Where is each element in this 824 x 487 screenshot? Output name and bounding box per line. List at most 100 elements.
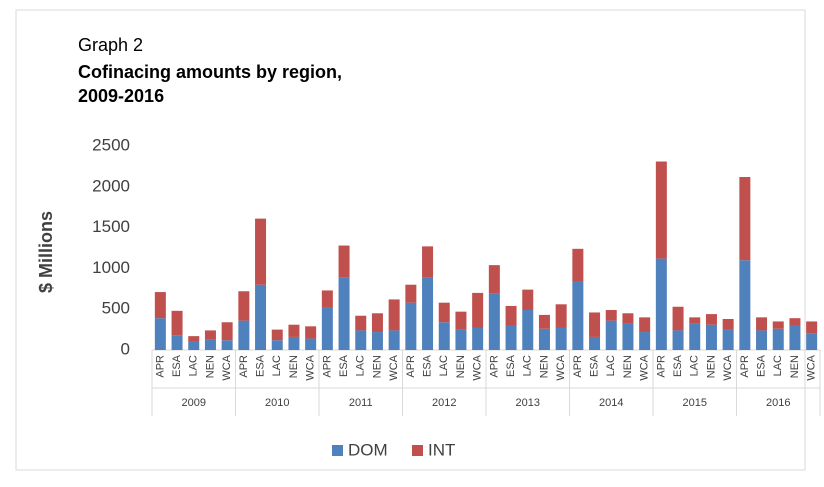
bar-segment [739, 260, 751, 350]
bar-segment [255, 284, 267, 350]
x-tick-label: ESA [755, 354, 767, 377]
x-tick-label: NEN [538, 355, 550, 378]
group-label: 2012 [432, 397, 456, 409]
y-tick-label: 0 [121, 339, 130, 358]
bar-segment [455, 329, 467, 350]
x-tick-label: NEN [705, 355, 717, 378]
bar-segment [188, 341, 200, 350]
group-label: 2013 [516, 397, 540, 409]
bar-segment [388, 330, 400, 350]
bar-segment [589, 312, 601, 337]
bar-segment [338, 245, 350, 278]
x-tick-label: APR [238, 355, 250, 378]
bar-segment [455, 311, 467, 330]
bar-segment [288, 324, 300, 337]
x-tick-label: APR [655, 355, 667, 378]
x-tick-label: LAC [355, 355, 367, 376]
bar-segment [538, 328, 550, 350]
bar-segment [789, 325, 801, 350]
x-tick-label: NEN [455, 355, 467, 378]
group-label: 2015 [683, 397, 707, 409]
x-tick-label: WCA [722, 354, 734, 380]
bar-segment [722, 329, 734, 350]
bar-segment [756, 330, 768, 350]
bar-segment [505, 305, 517, 326]
x-tick-label: APR [154, 355, 166, 378]
bar-segment [371, 332, 383, 350]
x-tick-label: LAC [605, 355, 617, 376]
x-tick-label: LAC [271, 355, 283, 376]
bar-segment [221, 322, 233, 341]
group-label: 2014 [599, 397, 623, 409]
x-tick-label: APR [488, 355, 500, 378]
group-label: 2016 [766, 397, 790, 409]
bar-segment [321, 307, 333, 350]
bar-segment [405, 284, 417, 303]
bar-segment [639, 332, 651, 350]
bar-segment [522, 310, 534, 350]
bar-segment [705, 324, 717, 350]
bar-segment [655, 258, 667, 350]
chart-title: Cofinacing amounts by region, [78, 62, 342, 82]
bar-segment [772, 328, 784, 350]
x-tick-label: ESA [505, 354, 517, 377]
bar-segment [255, 218, 267, 285]
x-tick-label: APR [572, 355, 584, 378]
group-label: 2011 [349, 397, 373, 409]
bar-segment [555, 327, 567, 350]
bar-segment [305, 326, 317, 339]
bar-segment [705, 314, 717, 325]
bar-segment [555, 304, 567, 328]
bar-segment [739, 177, 751, 261]
bar-segment [689, 317, 701, 324]
bar-segment [672, 306, 684, 331]
y-tick-label: 1000 [92, 258, 130, 277]
bar-segment [271, 340, 283, 350]
bar-segment [371, 313, 383, 333]
x-tick-label: WCA [388, 354, 400, 380]
x-tick-label: WCA [472, 354, 484, 380]
bar-segment [789, 318, 801, 326]
x-tick-label: ESA [254, 354, 266, 377]
bar-segment [655, 161, 667, 259]
x-tick-label: APR [405, 355, 417, 378]
bar-segment [321, 290, 333, 308]
bar-segment [388, 299, 400, 331]
bar-segment [271, 329, 283, 341]
bar-segment [488, 293, 500, 350]
bar-segment [288, 336, 300, 350]
bar-segment [589, 336, 601, 350]
x-tick-label: LAC [689, 355, 701, 376]
bar-segment [639, 317, 651, 333]
x-tick-label: LAC [438, 355, 450, 376]
x-tick-label: ESA [421, 354, 433, 377]
bar-segment [422, 246, 434, 278]
bar-segment [238, 320, 250, 350]
y-tick-label: 2000 [92, 176, 130, 195]
x-tick-label: LAC [522, 355, 534, 376]
legend-label: INT [428, 440, 455, 459]
bar-segment [472, 327, 484, 350]
x-tick-label: NEN [204, 355, 216, 378]
bar-segment [572, 281, 584, 350]
bar-segment [806, 321, 818, 334]
legend-swatch [332, 445, 343, 456]
x-tick-label: WCA [221, 354, 233, 380]
x-tick-label: NEN [371, 355, 383, 378]
bar-segment [672, 330, 684, 350]
bar-segment [171, 310, 183, 336]
bar-segment [305, 338, 317, 350]
x-tick-label: ESA [338, 354, 350, 377]
x-tick-label: LAC [772, 355, 784, 376]
y-tick-label: 2500 [92, 135, 130, 154]
bar-segment [422, 277, 434, 350]
bar-segment [221, 340, 233, 350]
bar-segment [171, 335, 183, 350]
y-tick-label: 500 [102, 299, 130, 318]
x-tick-label: NEN [288, 355, 300, 378]
bar-segment [605, 310, 617, 321]
chart-frame [15, 9, 806, 471]
x-tick-label: WCA [639, 354, 651, 380]
